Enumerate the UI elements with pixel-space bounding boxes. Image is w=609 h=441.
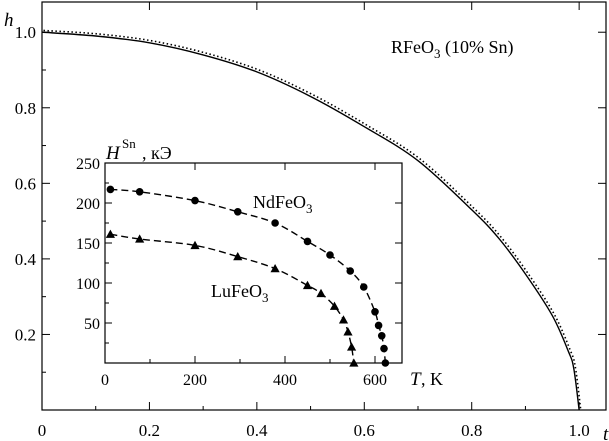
lufeo3-data-point bbox=[270, 264, 280, 273]
ndfeo3-data-point bbox=[377, 332, 386, 340]
svg-text:LuFeO3: LuFeO3 bbox=[211, 281, 269, 305]
main-y-tick-label: 0.2 bbox=[15, 325, 36, 344]
main-ylabel: h bbox=[4, 10, 14, 31]
lufeo3-data-point bbox=[329, 301, 340, 310]
main-x-tick-label: 0.4 bbox=[246, 421, 268, 440]
main-series-solid-line bbox=[41, 31, 580, 411]
svg-text:NdFeO3: NdFeO3 bbox=[253, 192, 313, 216]
ndfeo3-data-point bbox=[233, 208, 242, 216]
inset-ylabel: H Sn , кЭ bbox=[105, 136, 172, 164]
lufeo3-data-point bbox=[105, 229, 115, 238]
inset-ylabel-unit: , кЭ bbox=[142, 143, 172, 163]
lufeo3-data-point bbox=[302, 280, 313, 290]
lufeo3-data-point bbox=[233, 252, 243, 261]
lufeo3-data-point bbox=[135, 234, 145, 243]
inset-x-tick-label: 0 bbox=[101, 372, 109, 389]
main-y-tick-label: 1.0 bbox=[15, 23, 36, 42]
lufeo3-data-point bbox=[338, 315, 349, 324]
main-x-tick-label: 0.6 bbox=[354, 421, 375, 440]
inset-x-tick-label: 200 bbox=[183, 372, 207, 389]
inset-y-tick-label: 100 bbox=[76, 276, 100, 293]
inset-y-tick-label: 50 bbox=[84, 316, 100, 333]
main-xlabel: t bbox=[603, 424, 609, 441]
ndfeo3-data-point bbox=[135, 188, 144, 196]
main-y-tick-label: 0.8 bbox=[15, 99, 36, 118]
main-plot-frame bbox=[41, 1, 607, 411]
main-y-tick-label: 0.4 bbox=[15, 250, 37, 269]
inset-chart: 0 200 400 600 50 100 150 200 250 H Sn , кЭ T , K… bbox=[76, 136, 443, 390]
main-series-dotted-line bbox=[43, 29, 582, 410]
inset-xlabel: T , K bbox=[410, 369, 443, 390]
lufeo3-data-point bbox=[347, 342, 357, 351]
lufeo3-data-point bbox=[349, 358, 359, 367]
legend-label-lufeo3: LuFeO3 bbox=[211, 281, 269, 305]
main-annotation: RFeO3 (10% Sn) bbox=[391, 37, 514, 61]
ndfeo3-data-point bbox=[303, 237, 312, 246]
inset-ylabel-symbol: H bbox=[105, 143, 121, 164]
lufeo3-data-point bbox=[343, 327, 353, 336]
ndfeo3-data-point bbox=[374, 321, 383, 330]
main-x-tick-label: 0.8 bbox=[461, 421, 482, 440]
inset-ylabel-sup: Sn bbox=[122, 136, 136, 151]
main-x-tick-label: 1.0 bbox=[569, 421, 590, 440]
main-y-tick-label: 0.6 bbox=[15, 174, 36, 193]
ndfeo3-data-point bbox=[381, 359, 390, 367]
inset-y-tick-label: 200 bbox=[76, 196, 100, 213]
ndfeo3-data-point bbox=[371, 308, 379, 316]
ndfeo3-data-point bbox=[326, 251, 334, 259]
lufeo3-data-point bbox=[316, 288, 326, 298]
ndfeo3-data-point bbox=[359, 283, 368, 291]
main-x-tick-label: 0 bbox=[38, 421, 47, 440]
inset-y-tick-label: 250 bbox=[76, 156, 100, 173]
ndfeo3-data-point bbox=[271, 219, 279, 227]
ndfeo3-data-point bbox=[106, 185, 115, 194]
inset-y-tick-label: 150 bbox=[76, 236, 100, 253]
ndfeo3-data-point bbox=[191, 196, 199, 205]
inset-xlabel-symbol: T bbox=[410, 369, 422, 390]
legend-label-ndfeo3: NdFeO3 bbox=[253, 192, 313, 216]
ndfeo3-data-point bbox=[380, 344, 388, 353]
lufeo3-data-point bbox=[190, 240, 200, 250]
inset-x-tick-label: 400 bbox=[273, 372, 297, 389]
svg-text:RFeO3 (10% Sn): RFeO3 (10% Sn) bbox=[391, 37, 514, 61]
inset-x-tick-label: 600 bbox=[363, 372, 387, 389]
main-x-tick-label: 0.2 bbox=[139, 421, 160, 440]
inset-xlabel-unit: , K bbox=[421, 369, 443, 389]
ndfeo3-data-point bbox=[346, 267, 355, 275]
